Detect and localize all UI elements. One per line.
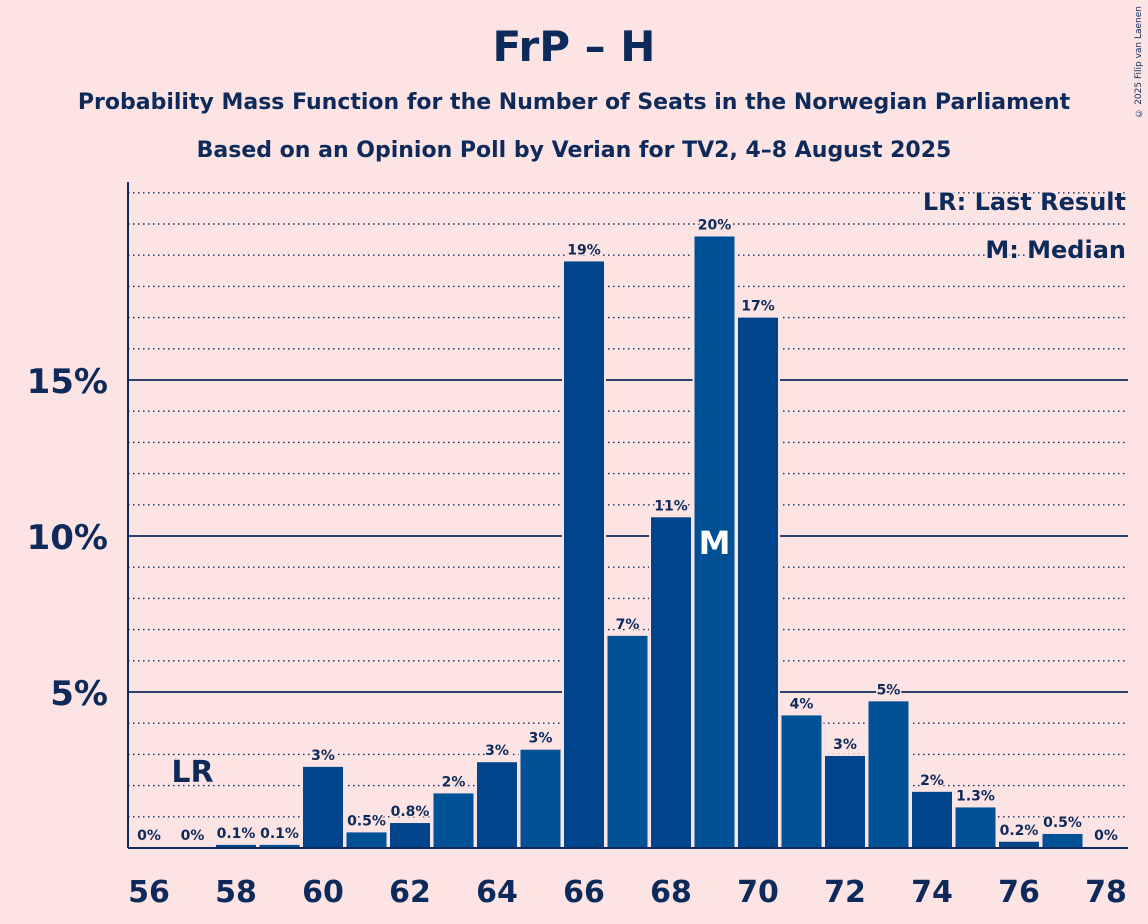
bar-value-label: 20%	[698, 217, 732, 233]
bar-value-label: 0%	[137, 828, 161, 844]
bar-value-label: 0.5%	[1043, 815, 1082, 831]
bar-value-label: 3%	[311, 748, 335, 764]
bar-value-label: 0%	[181, 828, 205, 844]
bar-value-label: 3%	[529, 731, 553, 747]
bar	[390, 823, 430, 848]
x-tick-label: 56	[128, 875, 170, 910]
bar	[564, 261, 604, 848]
bar	[825, 755, 865, 848]
last-result-marker: LR	[171, 755, 213, 790]
bar-value-label: 0.5%	[347, 813, 386, 829]
bar	[781, 715, 822, 848]
bar-value-label: 7%	[616, 617, 640, 633]
y-tick-label: 15%	[27, 362, 108, 402]
bar	[955, 807, 996, 848]
bar-value-label: 0.2%	[1000, 823, 1039, 839]
x-tick-label: 72	[824, 875, 866, 910]
bar	[694, 236, 735, 849]
x-tick-label: 60	[302, 875, 344, 910]
x-tick-label: 74	[911, 875, 953, 910]
bar	[346, 832, 387, 848]
bar	[912, 791, 952, 848]
bar-value-label: 5%	[877, 682, 901, 698]
bar	[477, 762, 517, 848]
bar-value-label: 0.1%	[260, 826, 299, 842]
bar-value-label: 3%	[485, 743, 509, 759]
bar	[651, 517, 691, 848]
bar	[259, 844, 300, 848]
x-tick-label: 70	[737, 875, 779, 910]
chart-subtitle-1: Probability Mass Function for the Number…	[77, 90, 1071, 115]
x-tick-label: 78	[1085, 875, 1127, 910]
x-tick-label: 76	[998, 875, 1040, 910]
y-tick-label: 5%	[50, 674, 108, 714]
bar	[303, 766, 343, 848]
x-tick-label: 66	[563, 875, 605, 910]
bar-value-label: 17%	[741, 299, 775, 315]
bar-value-label: 1.3%	[956, 788, 995, 804]
x-tick-label: 58	[215, 875, 257, 910]
bar-value-label: 0.8%	[391, 804, 430, 820]
y-tick-label: 10%	[27, 518, 108, 558]
bar	[607, 635, 648, 848]
bar	[868, 701, 909, 848]
chart-subtitle-2: Based on an Opinion Poll by Verian for T…	[196, 138, 952, 163]
bar-value-label: 11%	[654, 498, 688, 514]
bar-value-label: 0.1%	[217, 826, 256, 842]
bar	[216, 844, 256, 848]
bar-value-label: 3%	[833, 737, 857, 753]
bar	[738, 317, 778, 849]
x-tick-label: 64	[476, 875, 518, 910]
bar	[999, 841, 1039, 848]
chart-title: FrP – H	[492, 22, 656, 71]
x-tick-label: 68	[650, 875, 692, 910]
bar-value-label: 19%	[567, 242, 601, 258]
median-marker: M	[699, 524, 731, 562]
x-tick-label: 62	[389, 875, 431, 910]
legend-median: M: Median	[985, 236, 1126, 264]
legend-last-result: LR: Last Result	[923, 188, 1126, 216]
bar-value-label: 2%	[920, 773, 944, 789]
bar-value-label: 4%	[790, 696, 814, 712]
bar-value-label: 0%	[1094, 828, 1118, 844]
bar	[433, 793, 474, 848]
bar-value-label: 2%	[442, 774, 466, 790]
bar	[520, 749, 561, 848]
bar	[1042, 833, 1083, 848]
